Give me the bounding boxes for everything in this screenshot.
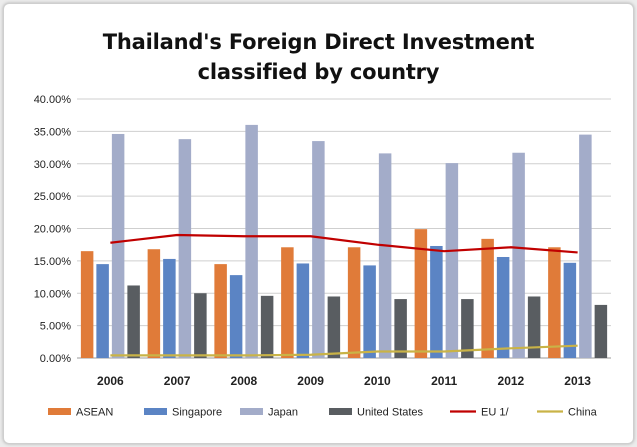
bar-asean-2006	[80, 251, 94, 358]
bars	[80, 124, 608, 359]
legend-swatch	[329, 408, 352, 415]
bar-singapore-2006	[96, 264, 109, 358]
bar-singapore-2009	[296, 263, 310, 358]
bar-united-states-2008	[260, 295, 274, 358]
bar-united-states-2012	[527, 296, 541, 358]
bar-japan-2009	[312, 141, 325, 358]
bar-asean-2007	[147, 249, 161, 358]
y-tick-label: 5.00%	[40, 321, 71, 333]
x-tick-label: 2007	[164, 374, 191, 388]
y-axis: 0.00% 5.00% 10.00% 15.00% 20.00% 25.00% 30.00%…	[34, 94, 72, 365]
bar-asean-2012	[481, 238, 494, 358]
series-lines	[110, 233, 578, 357]
y-tick-label: 0.00%	[40, 353, 71, 365]
y-tick-label: 30.00%	[34, 159, 72, 171]
legend-label: China	[568, 407, 598, 419]
x-tick-label: 2006	[97, 374, 124, 388]
bar-united-states-2006	[127, 285, 140, 358]
bar-asean-2013	[548, 247, 561, 358]
line-china	[110, 344, 578, 357]
bar-asean-2008	[214, 264, 227, 358]
bar-asean-2011	[414, 229, 428, 358]
chart-title-line-1: Thailand's Foreign Direct Investment	[102, 30, 535, 54]
y-tick-label: 10.00%	[34, 288, 72, 300]
bar-japan-2013	[579, 134, 592, 358]
line-eu-1-	[110, 233, 578, 254]
legend: ASEAN Singapore Japan United States EU 1/Chi…	[48, 407, 598, 419]
x-axis: 2006 2007 2008 2009 2010 2011 2012 2013	[97, 374, 591, 388]
bar-japan-2006	[111, 133, 125, 358]
bar-singapore-2012	[496, 256, 510, 358]
bar-asean-2010	[347, 247, 361, 358]
legend-label: ASEAN	[76, 407, 113, 419]
x-tick-label: 2012	[498, 374, 525, 388]
legend-label: Japan	[268, 407, 298, 419]
chart-title-line-2: classified by country	[197, 60, 440, 84]
y-tick-label: 15.00%	[34, 256, 72, 268]
bar-united-states-2007	[194, 293, 207, 358]
x-tick-label: 2010	[364, 374, 391, 388]
bar-japan-2010	[378, 153, 392, 358]
x-tick-label: 2009	[297, 374, 324, 388]
legend-swatch	[48, 408, 71, 415]
bar-singapore-2008	[229, 275, 243, 358]
bar-japan-2008	[245, 124, 258, 359]
bar-singapore-2007	[163, 258, 176, 358]
y-tick-label: 40.00%	[34, 94, 72, 106]
legend-label: EU 1/	[481, 407, 509, 419]
x-tick-label: 2008	[231, 374, 258, 388]
bar-united-states-2011	[461, 299, 474, 358]
x-tick-label: 2011	[431, 374, 457, 388]
bar-japan-2011	[445, 163, 459, 358]
legend-label: Singapore	[172, 407, 222, 419]
y-tick-label: 35.00%	[34, 126, 72, 138]
bar-united-states-2009	[327, 296, 341, 358]
bar-united-states-2013	[594, 304, 608, 358]
bar-singapore-2013	[563, 262, 577, 358]
legend-swatch	[144, 408, 167, 415]
y-tick-label: 20.00%	[34, 224, 72, 236]
bar-united-states-2010	[394, 299, 407, 358]
legend-swatch	[240, 408, 263, 415]
bar-singapore-2010	[363, 265, 376, 358]
y-tick-label: 25.00%	[34, 191, 72, 203]
bar-japan-2012	[512, 152, 525, 358]
bar-singapore-2011	[430, 245, 443, 358]
bar-japan-2007	[178, 139, 192, 358]
bar-asean-2009	[281, 247, 294, 358]
legend-label: United States	[357, 407, 424, 419]
x-tick-label: 2013	[564, 374, 591, 388]
